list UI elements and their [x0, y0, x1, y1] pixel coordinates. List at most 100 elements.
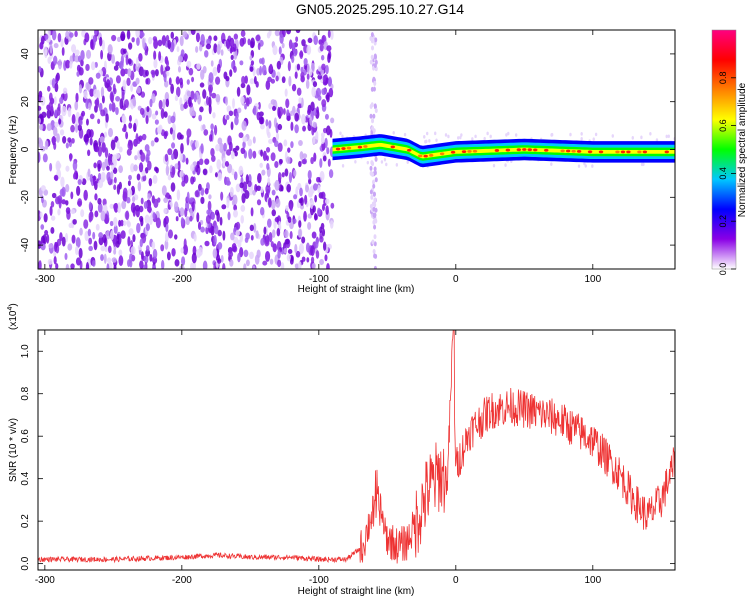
noise-cell [152, 174, 158, 184]
noise-cell [132, 234, 136, 243]
noise-cell [272, 105, 277, 112]
noise-cell [92, 231, 96, 240]
noise-cell [272, 45, 278, 56]
noise-cell [57, 59, 62, 70]
snr-y-multiplier-exp: 4 [7, 307, 14, 311]
snr-y-tick-label: 0.8 [20, 386, 31, 400]
noise-cell [128, 228, 134, 236]
noise-cell [299, 151, 304, 160]
noise-cell [222, 262, 226, 269]
noise-cell [233, 236, 239, 245]
noise-cell [369, 59, 373, 65]
noise-cell [167, 115, 172, 125]
noise-cell [185, 157, 189, 165]
noise-cell [38, 66, 42, 73]
noise-cell [106, 165, 110, 171]
noise-cell [154, 69, 159, 77]
noise-cell [208, 194, 212, 200]
noise-cell [53, 96, 57, 106]
noise-cell [186, 135, 190, 146]
noise-cell [288, 172, 293, 184]
noise-cell [197, 221, 202, 231]
noise-cell [112, 83, 116, 93]
noise-cell [325, 64, 329, 75]
noise-cell [118, 181, 122, 190]
noise-cell [489, 134, 492, 139]
noise-cell [212, 248, 218, 259]
noise-cell [103, 131, 108, 138]
noise-cell [71, 114, 76, 125]
noise-cell [369, 189, 373, 195]
noise-cell [109, 220, 114, 227]
noise-cell [95, 72, 101, 79]
noise-cell [276, 60, 282, 70]
noise-cell [444, 133, 448, 137]
noise-cell [204, 158, 210, 165]
noise-cell [211, 212, 215, 220]
noise-cell [228, 141, 233, 152]
noise-cell [127, 58, 132, 65]
noise-cell [287, 147, 291, 153]
noise-cell [550, 132, 554, 137]
noise-cell [655, 138, 659, 142]
ridge-peak [620, 150, 626, 154]
noise-cell [319, 158, 323, 168]
noise-cell [74, 30, 78, 38]
noise-cell [284, 88, 288, 97]
noise-cell [492, 163, 496, 168]
noise-cell [214, 172, 218, 178]
noise-cell [249, 66, 254, 72]
spectrogram-x-ticks: -300 -200 -100 0 100 [35, 30, 602, 285]
noise-cell [319, 230, 323, 240]
noise-cell [299, 50, 304, 60]
noise-cell [100, 109, 106, 117]
ridge-peak [505, 148, 511, 152]
noise-cell [230, 151, 235, 160]
noise-cell [170, 83, 175, 94]
noise-cell [113, 176, 117, 184]
noise-cell [223, 142, 227, 152]
noise-cell [121, 115, 127, 124]
noise-cell [90, 61, 96, 71]
noise-cell [295, 36, 299, 43]
noise-cell [194, 190, 200, 198]
noise-cell [93, 240, 98, 251]
noise-cell [277, 142, 283, 153]
noise-cell [209, 86, 212, 97]
noise-cell [168, 77, 172, 86]
noise-cell [270, 78, 276, 84]
noise-cell [124, 99, 129, 108]
noise-cell [244, 190, 250, 200]
noise-cell [46, 234, 50, 244]
noise-cell [53, 256, 57, 265]
noise-cell [250, 234, 254, 241]
noise-cell [198, 44, 203, 52]
noise-cell [150, 140, 155, 147]
noise-cell [306, 73, 310, 80]
noise-cell [88, 245, 93, 252]
noise-cell [87, 228, 92, 237]
noise-cell [220, 49, 224, 56]
noise-cell [111, 257, 117, 263]
noise-cell [120, 219, 124, 227]
noise-cell [425, 131, 429, 136]
noise-cell [163, 111, 168, 118]
noise-cell [114, 135, 119, 143]
noise-cell [52, 126, 58, 137]
noise-cell [324, 113, 329, 120]
noise-cell [274, 161, 279, 168]
noise-cell [92, 260, 96, 267]
noise-cell [249, 224, 254, 232]
noise-cell [72, 218, 77, 225]
noise-cell [176, 189, 181, 201]
noise-cell [163, 207, 167, 214]
snr-y-tick-label: 1.0 [20, 344, 31, 358]
noise-cell [98, 236, 104, 246]
noise-cell [154, 119, 159, 125]
noise-cell [234, 150, 238, 157]
noise-cell [290, 121, 294, 132]
noise-cell [279, 158, 283, 165]
noise-cell [104, 158, 108, 167]
noise-cell [262, 150, 267, 162]
